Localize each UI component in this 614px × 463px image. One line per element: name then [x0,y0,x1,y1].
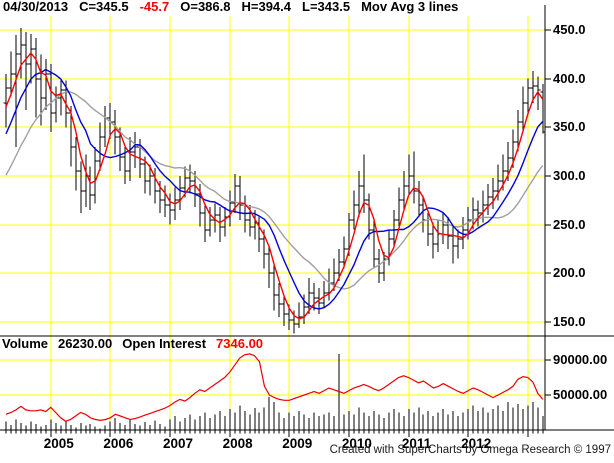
volume-value: 26230.00 [58,336,113,351]
cursor-date: 04/30/2013 [3,0,69,14]
year-tick-label: 2011 [401,436,432,451]
price-axis-tick-label: 450.0 [553,22,586,37]
open-interest-line [5,353,544,422]
volume-pane-readout: Volume 26230.00 Open Interest 7346.00 [2,336,273,351]
volume-axis-tick-label: 50000.00 [553,387,608,402]
low-value: L=343.5 [302,0,351,14]
close-value: C=345.5 [79,0,129,14]
year-tick-label: 2008 [222,436,253,451]
price-axis-tick-label: 300.0 [553,168,586,183]
price-axis-tick-label: 250.0 [553,216,586,232]
open-interest-value: 7346.00 [216,336,264,351]
indicator-label: Mov Avg 3 lines [361,0,459,14]
price-axis-tick-label: 350.0 [553,119,586,135]
moving-average-4 [5,52,544,320]
moving-average-18 [5,91,544,290]
year-tick-label: 2007 [162,436,194,451]
year-tick-label: 2009 [282,436,313,451]
volume-axis-tick-label: 90000.00 [553,352,608,367]
moving-average-9 [5,68,544,310]
credit-line: Created with SuperCharts by Omega Resear… [329,444,611,456]
year-tick-label: 2010 [341,436,372,451]
price-axis-tick-label: 200.0 [553,265,586,281]
year-tick-label: 2012 [461,436,492,451]
open-interest-label: Open Interest [122,336,207,351]
change-value: -45.7 [139,0,170,14]
price-axis-tick-label: 400.0 [553,70,586,86]
year-tick-label: 2005 [43,436,74,451]
high-value: H=394.4 [241,0,291,14]
open-value: O=386.8 [180,0,231,14]
volume-label: Volume [2,336,48,351]
price-axis-tick-label: 150.0 [553,314,586,329]
year-tick-label: 2006 [103,436,134,451]
cursor-data-readout: 04/30/2013 C=345.5 -45.7 O=386.8 H=394.4 L=34… [3,0,469,14]
